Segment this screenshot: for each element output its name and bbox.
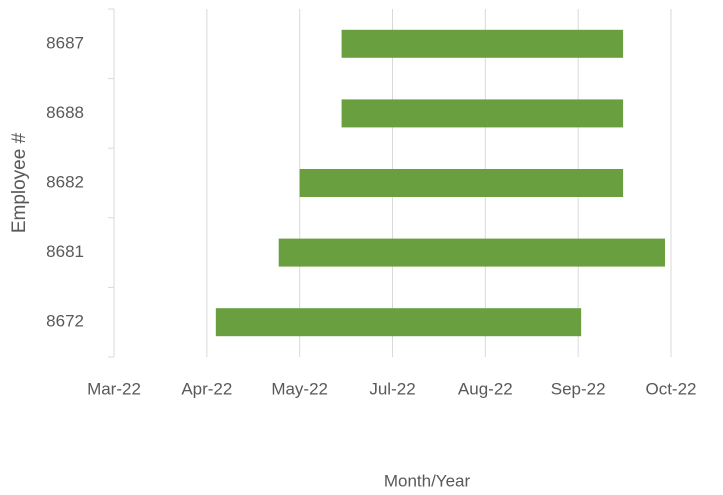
y-axis-title: Employee # xyxy=(9,132,30,233)
x-tick-label: Jul-22 xyxy=(369,379,415,398)
bar xyxy=(341,29,624,58)
x-tick-label: Apr-22 xyxy=(181,379,232,398)
y-tick-label: 8672 xyxy=(46,312,84,331)
x-tick-label: Mar-22 xyxy=(87,379,141,398)
x-axis-title: Month/Year xyxy=(384,471,471,490)
y-tick-label: 8681 xyxy=(46,242,84,261)
x-tick-label: Sep-22 xyxy=(551,379,606,398)
bar xyxy=(299,169,624,197)
y-tick-label: 8682 xyxy=(46,172,84,191)
x-tick-label: Oct-22 xyxy=(645,379,696,398)
bar xyxy=(278,238,666,267)
y-tick-label: 8687 xyxy=(46,33,84,52)
y-tick-label: 8688 xyxy=(46,103,84,122)
bar xyxy=(341,99,624,128)
x-tick-label: May-22 xyxy=(271,379,328,398)
x-tick-label: Aug-22 xyxy=(458,379,513,398)
bar xyxy=(215,308,582,337)
